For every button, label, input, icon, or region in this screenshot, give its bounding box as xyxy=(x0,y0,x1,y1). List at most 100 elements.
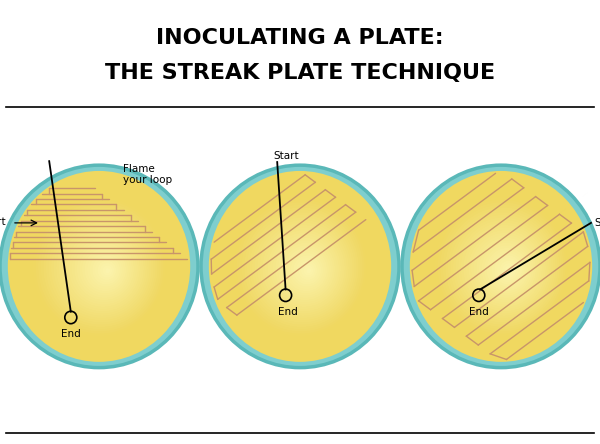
Ellipse shape xyxy=(232,195,368,338)
Ellipse shape xyxy=(505,266,514,275)
Ellipse shape xyxy=(469,230,542,307)
Ellipse shape xyxy=(500,261,518,280)
Ellipse shape xyxy=(85,248,126,291)
Ellipse shape xyxy=(281,243,331,295)
Ellipse shape xyxy=(239,202,362,331)
Ellipse shape xyxy=(46,210,155,325)
Ellipse shape xyxy=(0,165,198,368)
Text: End: End xyxy=(469,307,488,317)
Ellipse shape xyxy=(472,233,540,305)
Ellipse shape xyxy=(307,268,311,273)
Ellipse shape xyxy=(270,233,338,305)
Ellipse shape xyxy=(62,225,143,311)
Text: INOCULATING A PLATE:: INOCULATING A PLATE: xyxy=(156,28,444,48)
Ellipse shape xyxy=(448,210,557,325)
Ellipse shape xyxy=(82,246,128,293)
Ellipse shape xyxy=(289,250,325,289)
Ellipse shape xyxy=(453,215,554,320)
Ellipse shape xyxy=(263,225,344,311)
Ellipse shape xyxy=(201,165,399,368)
Ellipse shape xyxy=(56,220,148,316)
Ellipse shape xyxy=(252,215,353,320)
Ellipse shape xyxy=(72,235,136,302)
Ellipse shape xyxy=(492,253,524,286)
Ellipse shape xyxy=(435,197,568,336)
Ellipse shape xyxy=(494,256,522,284)
Ellipse shape xyxy=(59,223,146,313)
Ellipse shape xyxy=(64,228,142,309)
Ellipse shape xyxy=(77,240,132,297)
Text: End: End xyxy=(61,329,80,340)
Ellipse shape xyxy=(255,218,350,318)
Ellipse shape xyxy=(466,228,544,309)
Ellipse shape xyxy=(38,202,161,331)
Ellipse shape xyxy=(275,238,335,300)
Text: End: End xyxy=(278,307,298,317)
Ellipse shape xyxy=(44,207,157,327)
Ellipse shape xyxy=(90,253,122,286)
Ellipse shape xyxy=(484,246,530,293)
Ellipse shape xyxy=(296,258,319,282)
Ellipse shape xyxy=(247,210,356,325)
Ellipse shape xyxy=(445,207,560,327)
Text: THE STREAK PLATE TECHNIQUE: THE STREAK PLATE TECHNIQUE xyxy=(105,63,495,83)
Ellipse shape xyxy=(257,220,349,316)
Ellipse shape xyxy=(51,215,152,320)
Text: Start: Start xyxy=(594,218,600,228)
Ellipse shape xyxy=(482,243,532,295)
Ellipse shape xyxy=(67,230,140,307)
Ellipse shape xyxy=(458,220,550,316)
Ellipse shape xyxy=(502,263,516,278)
Ellipse shape xyxy=(479,240,534,297)
Ellipse shape xyxy=(237,200,364,333)
Ellipse shape xyxy=(487,248,528,291)
Ellipse shape xyxy=(80,243,130,295)
Ellipse shape xyxy=(250,213,355,322)
Ellipse shape xyxy=(33,197,166,336)
Ellipse shape xyxy=(260,223,347,313)
Ellipse shape xyxy=(451,213,556,322)
Ellipse shape xyxy=(70,233,138,305)
Ellipse shape xyxy=(36,200,163,333)
Ellipse shape xyxy=(278,240,333,297)
Ellipse shape xyxy=(286,248,327,291)
Ellipse shape xyxy=(100,263,114,278)
Ellipse shape xyxy=(103,266,112,275)
Ellipse shape xyxy=(291,253,323,286)
Ellipse shape xyxy=(299,261,317,280)
Ellipse shape xyxy=(433,195,569,338)
Ellipse shape xyxy=(304,266,313,275)
Ellipse shape xyxy=(8,171,190,362)
Ellipse shape xyxy=(508,268,512,273)
Ellipse shape xyxy=(438,200,565,333)
Ellipse shape xyxy=(74,238,134,300)
Ellipse shape xyxy=(268,230,341,307)
Ellipse shape xyxy=(88,250,124,289)
Ellipse shape xyxy=(410,171,592,362)
Ellipse shape xyxy=(242,205,361,329)
Ellipse shape xyxy=(95,258,118,282)
Ellipse shape xyxy=(31,195,167,338)
Ellipse shape xyxy=(106,268,110,273)
Ellipse shape xyxy=(464,225,545,311)
Ellipse shape xyxy=(456,218,551,318)
Ellipse shape xyxy=(440,202,563,331)
Ellipse shape xyxy=(497,258,520,282)
Ellipse shape xyxy=(41,205,160,329)
Text: Start: Start xyxy=(0,217,6,227)
Ellipse shape xyxy=(54,218,149,318)
Text: Flame
your loop: Flame your loop xyxy=(123,164,172,185)
Ellipse shape xyxy=(265,228,343,309)
Ellipse shape xyxy=(234,197,367,336)
Ellipse shape xyxy=(293,256,321,284)
Ellipse shape xyxy=(461,223,548,313)
Ellipse shape xyxy=(474,235,538,302)
Ellipse shape xyxy=(49,213,154,322)
Ellipse shape xyxy=(443,205,562,329)
Ellipse shape xyxy=(283,246,329,293)
Ellipse shape xyxy=(402,165,600,368)
Text: Start: Start xyxy=(273,151,299,161)
Ellipse shape xyxy=(476,238,536,300)
Ellipse shape xyxy=(244,207,359,327)
Ellipse shape xyxy=(301,263,315,278)
